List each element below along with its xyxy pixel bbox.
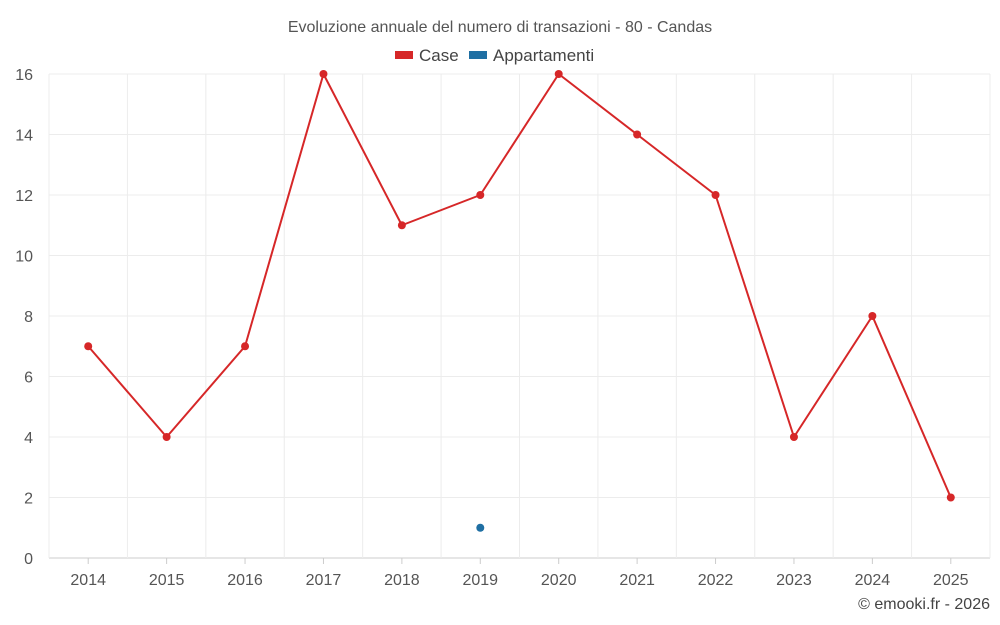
grid-lines — [48, 73, 991, 559]
chart-title: Evoluzione annuale del numero di transaz… — [288, 19, 712, 36]
x-tick-label-2020: 2020 — [541, 572, 577, 589]
data-point-case-2020 — [554, 70, 563, 78]
x-tick-label-2022: 2022 — [698, 572, 734, 589]
data-point-case-2018 — [397, 221, 406, 230]
y-tick-label-10: 10 — [15, 249, 33, 266]
data-point-case-2016 — [241, 342, 250, 351]
x-tick-label-2017: 2017 — [306, 572, 342, 589]
y-tick-label-12: 12 — [15, 188, 33, 205]
y-tick-label-0: 0 — [24, 551, 33, 568]
legend-label-case[interactable]: Case — [419, 46, 459, 65]
x-tick-label-2025: 2025 — [933, 572, 969, 589]
data-point-case-2024 — [868, 312, 877, 320]
data-point-case-2021 — [633, 130, 642, 139]
legend-swatch-case[interactable] — [395, 51, 413, 59]
series-line-case — [87, 73, 952, 498]
x-tick-label-2018: 2018 — [384, 572, 420, 589]
data-point-case-2014 — [84, 342, 93, 351]
credit-text: © emooki.fr - 2026 — [858, 596, 990, 613]
legend-label-appartamenti[interactable]: Appartamenti — [493, 46, 594, 65]
y-tick-label-16: 16 — [15, 67, 33, 84]
x-tick-label-2014: 2014 — [70, 572, 106, 589]
y-tick-label-4: 4 — [24, 430, 33, 447]
series-layer — [84, 70, 955, 532]
data-point-appartamenti-2019 — [476, 523, 485, 532]
data-point-case-2025 — [946, 493, 955, 502]
legend: Case Appartamenti — [395, 46, 594, 65]
data-point-case-2022 — [711, 191, 720, 199]
y-tick-label-6: 6 — [24, 370, 33, 387]
legend-swatch-appartamenti[interactable] — [469, 51, 487, 59]
x-tick-label-2023: 2023 — [776, 572, 812, 589]
data-point-case-2015 — [162, 433, 171, 441]
x-tick-label-2019: 2019 — [462, 572, 498, 589]
data-point-case-2019 — [476, 191, 485, 199]
y-tick-label-8: 8 — [24, 309, 33, 326]
x-tick-label-2016: 2016 — [227, 572, 263, 589]
x-tick-label-2015: 2015 — [149, 572, 185, 589]
data-point-case-2017 — [319, 70, 328, 78]
x-tick-label-2024: 2024 — [855, 572, 891, 589]
x-axis: 2014 2015 2016 2017 2018 2019 2020 2021 2022 2023… — [70, 558, 969, 589]
y-tick-label-2: 2 — [24, 491, 33, 508]
y-axis: 0 2 4 6 8 10 12 14 16 — [15, 67, 33, 568]
y-tick-label-14: 14 — [15, 128, 33, 145]
data-point-case-2023 — [789, 433, 798, 441]
x-tick-label-2021: 2021 — [619, 572, 655, 589]
